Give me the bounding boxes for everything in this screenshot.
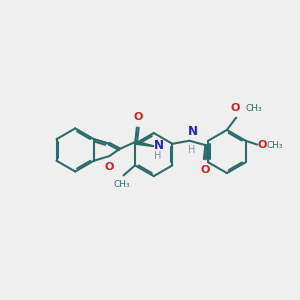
Text: H: H [188,145,195,155]
Text: O: O [133,112,142,122]
Text: O: O [258,140,267,150]
Text: O: O [200,165,209,175]
Text: N: N [188,125,198,138]
Text: H: H [154,151,161,161]
Text: CH₃: CH₃ [114,180,130,189]
Text: N: N [154,139,164,152]
Text: O: O [105,162,114,172]
Text: O: O [231,103,240,113]
Text: CH₃: CH₃ [245,104,262,113]
Text: CH₃: CH₃ [266,141,283,150]
